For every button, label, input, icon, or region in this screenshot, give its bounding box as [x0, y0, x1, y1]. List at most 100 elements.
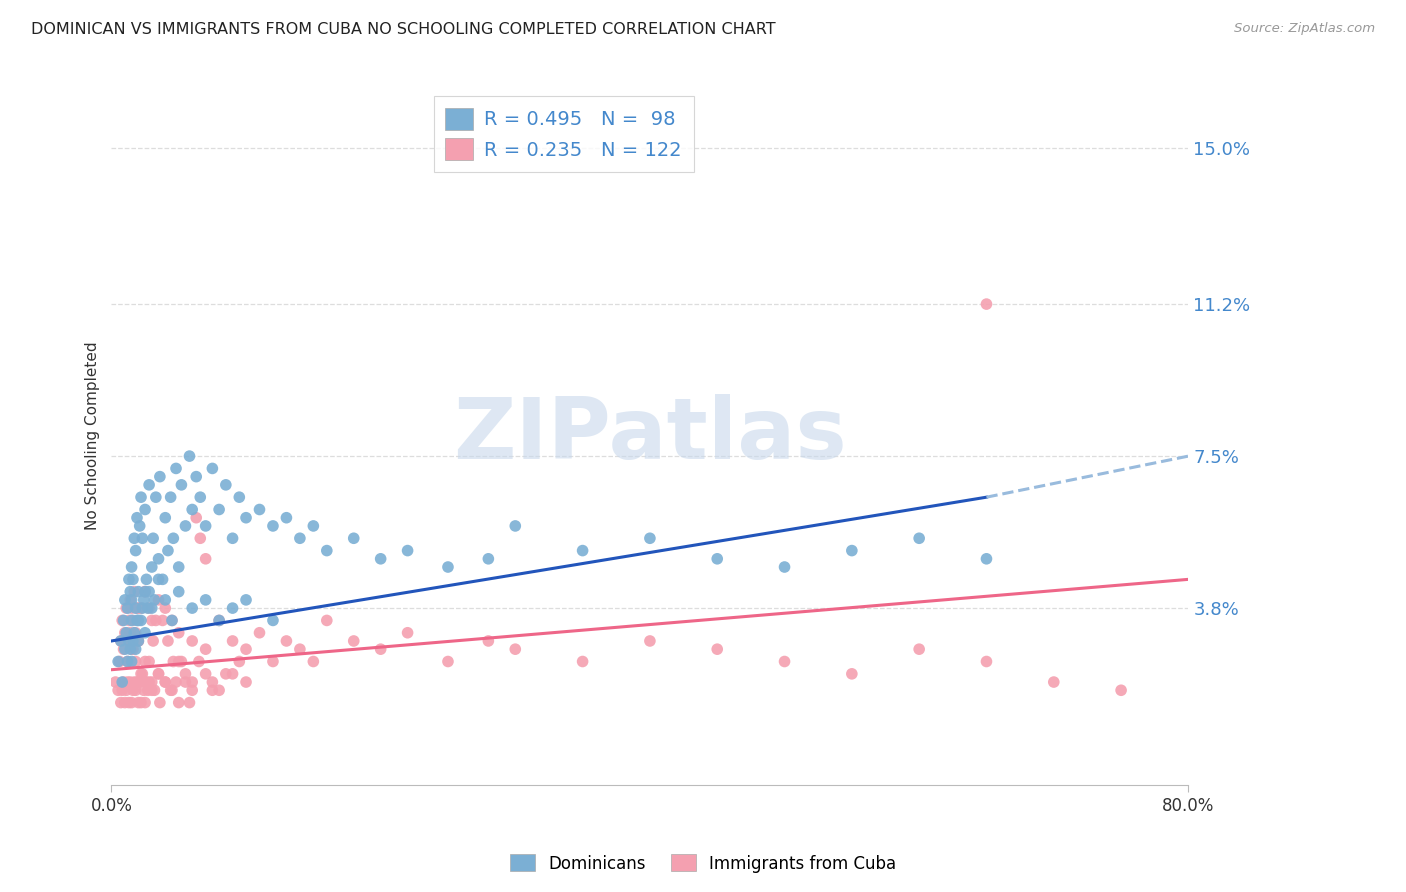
Point — [134, 584, 156, 599]
Point — [194, 551, 217, 566]
Point — [117, 601, 139, 615]
Point — [160, 614, 183, 628]
Point — [110, 634, 132, 648]
Point — [145, 490, 167, 504]
Point — [262, 655, 284, 669]
Point — [165, 675, 187, 690]
Point — [131, 531, 153, 545]
Point — [165, 461, 187, 475]
Point — [122, 642, 145, 657]
Point — [132, 593, 155, 607]
Point — [142, 531, 165, 545]
Point — [638, 531, 661, 545]
Text: ZIPatlas: ZIPatlas — [453, 394, 846, 477]
Point — [228, 490, 250, 504]
Point — [841, 543, 863, 558]
Point — [112, 642, 135, 657]
Point — [208, 502, 231, 516]
Point — [162, 655, 184, 669]
Point — [127, 601, 149, 615]
Point — [208, 614, 231, 628]
Point — [343, 634, 366, 648]
Point — [152, 572, 174, 586]
Point — [127, 634, 149, 648]
Point — [170, 655, 193, 669]
Point — [235, 642, 257, 657]
Point — [179, 449, 201, 463]
Point — [235, 593, 257, 607]
Point — [221, 531, 243, 545]
Point — [129, 696, 152, 710]
Point — [135, 572, 157, 586]
Point — [129, 601, 152, 615]
Point — [121, 655, 143, 669]
Point — [141, 683, 163, 698]
Point — [181, 683, 204, 698]
Point — [118, 572, 141, 586]
Point — [160, 683, 183, 698]
Point — [288, 642, 311, 657]
Point — [155, 675, 177, 690]
Point — [976, 297, 998, 311]
Point — [194, 666, 217, 681]
Point — [167, 584, 190, 599]
Point — [125, 614, 148, 628]
Point — [135, 675, 157, 690]
Point — [181, 675, 204, 690]
Point — [124, 543, 146, 558]
Point — [112, 675, 135, 690]
Point — [188, 490, 211, 504]
Point — [706, 551, 728, 566]
Point — [122, 634, 145, 648]
Point — [167, 560, 190, 574]
Point — [155, 675, 177, 690]
Point — [221, 634, 243, 648]
Point — [170, 478, 193, 492]
Point — [221, 601, 243, 615]
Point — [221, 666, 243, 681]
Point — [503, 519, 526, 533]
Point — [571, 543, 593, 558]
Point — [138, 478, 160, 492]
Point — [120, 675, 142, 690]
Point — [477, 551, 499, 566]
Point — [174, 675, 197, 690]
Point — [136, 601, 159, 615]
Point — [162, 531, 184, 545]
Point — [124, 683, 146, 698]
Point — [215, 666, 238, 681]
Point — [201, 683, 224, 698]
Point — [1042, 675, 1064, 690]
Point — [124, 584, 146, 599]
Point — [142, 634, 165, 648]
Point — [138, 601, 160, 615]
Point — [188, 531, 211, 545]
Point — [141, 614, 163, 628]
Point — [111, 614, 134, 628]
Point — [120, 642, 142, 657]
Point — [186, 510, 208, 524]
Point — [167, 655, 190, 669]
Point — [249, 625, 271, 640]
Point — [370, 551, 392, 566]
Point — [181, 601, 204, 615]
Point — [437, 655, 460, 669]
Point — [201, 675, 224, 690]
Y-axis label: No Schooling Completed: No Schooling Completed — [86, 342, 100, 530]
Point — [437, 560, 460, 574]
Point — [127, 634, 149, 648]
Point — [117, 675, 139, 690]
Point — [167, 696, 190, 710]
Point — [121, 642, 143, 657]
Point — [1109, 683, 1132, 698]
Point — [179, 696, 201, 710]
Text: DOMINICAN VS IMMIGRANTS FROM CUBA NO SCHOOLING COMPLETED CORRELATION CHART: DOMINICAN VS IMMIGRANTS FROM CUBA NO SCH… — [31, 22, 776, 37]
Point — [114, 642, 136, 657]
Point — [155, 510, 177, 524]
Point — [773, 655, 796, 669]
Point — [124, 675, 146, 690]
Point — [134, 696, 156, 710]
Point — [370, 642, 392, 657]
Point — [159, 490, 181, 504]
Point — [124, 601, 146, 615]
